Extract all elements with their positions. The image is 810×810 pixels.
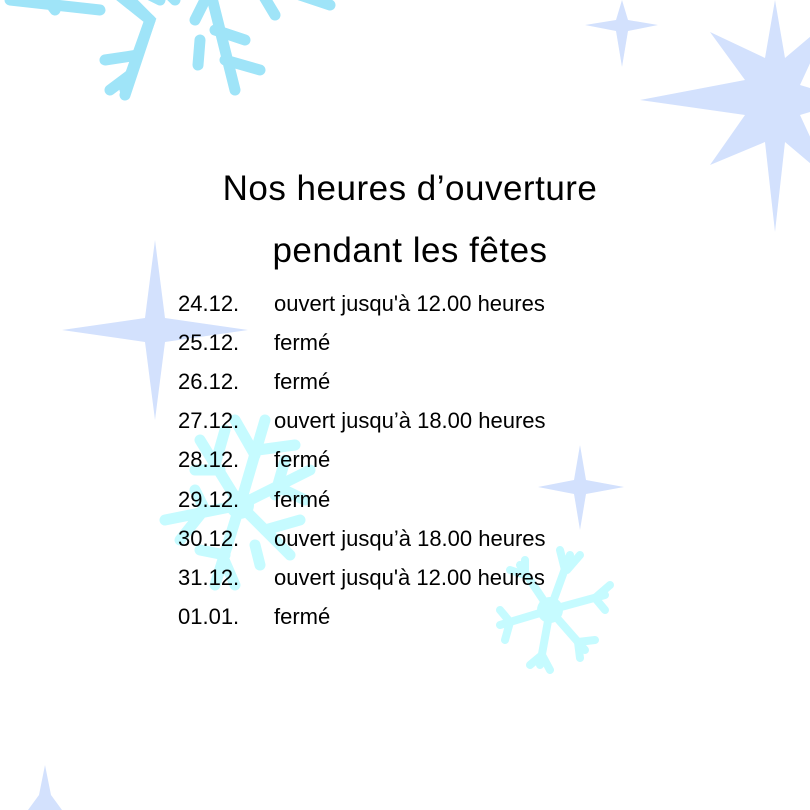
schedule-row: 28.12. fermé (178, 441, 546, 480)
schedule-date: 31.12. (178, 564, 240, 590)
schedule-list: 24.12. ouvert jusqu'à 12.00 heures 25.12.… (178, 284, 546, 637)
star-icon (28, 765, 62, 810)
schedule-row: 27.12. ouvert jusqu’à 18.00 heures (178, 402, 546, 441)
schedule-date: 29.12. (178, 486, 240, 512)
snowflake-icon (4, 0, 336, 101)
schedule-status: fermé (274, 368, 331, 394)
schedule-status: ouvert jusqu’à 18.00 heures (274, 525, 546, 551)
schedule-status: ouvert jusqu'à 12.00 heures (274, 290, 545, 316)
snowflake-icon (496, 546, 614, 674)
star-icon (62, 240, 248, 420)
schedule-row: 24.12. ouvert jusqu'à 12.00 heures (178, 284, 546, 323)
title-line-2: pendant les fêtes (272, 231, 548, 270)
schedule-row: 01.01. fermé (178, 598, 546, 637)
schedule-date: 27.12. (178, 408, 240, 434)
schedule-row: 30.12. ouvert jusqu’à 18.00 heures (178, 519, 546, 558)
schedule-date: 26.12. (178, 368, 240, 394)
page-title: Nos heures d’ouverture pendant les fêtes (0, 158, 810, 282)
schedule-row: 29.12. fermé (178, 480, 546, 519)
schedule-status: ouvert jusqu'à 12.00 heures (274, 564, 545, 590)
schedule-status: fermé (274, 604, 331, 630)
star-icon (640, 0, 810, 232)
snowflake-icon (159, 414, 316, 591)
title-line-1: Nos heures d’ouverture (222, 169, 598, 208)
star-icon (585, 0, 658, 67)
schedule-status: ouvert jusqu’à 18.00 heures (274, 408, 546, 434)
schedule-date: 28.12. (178, 447, 240, 473)
schedule-row: 25.12. fermé (178, 323, 546, 362)
schedule-row: 26.12. fermé (178, 362, 546, 401)
schedule-status: fermé (274, 486, 331, 512)
schedule-row: 31.12. ouvert jusqu'à 12.00 heures (178, 558, 546, 597)
star-icon (538, 445, 624, 530)
schedule-date: 01.01. (178, 604, 240, 630)
schedule-status: fermé (274, 329, 331, 355)
schedule-status: fermé (274, 447, 331, 473)
schedule-date: 25.12. (178, 329, 240, 355)
schedule-date: 24.12. (178, 290, 240, 316)
schedule-date: 30.12. (178, 525, 240, 551)
